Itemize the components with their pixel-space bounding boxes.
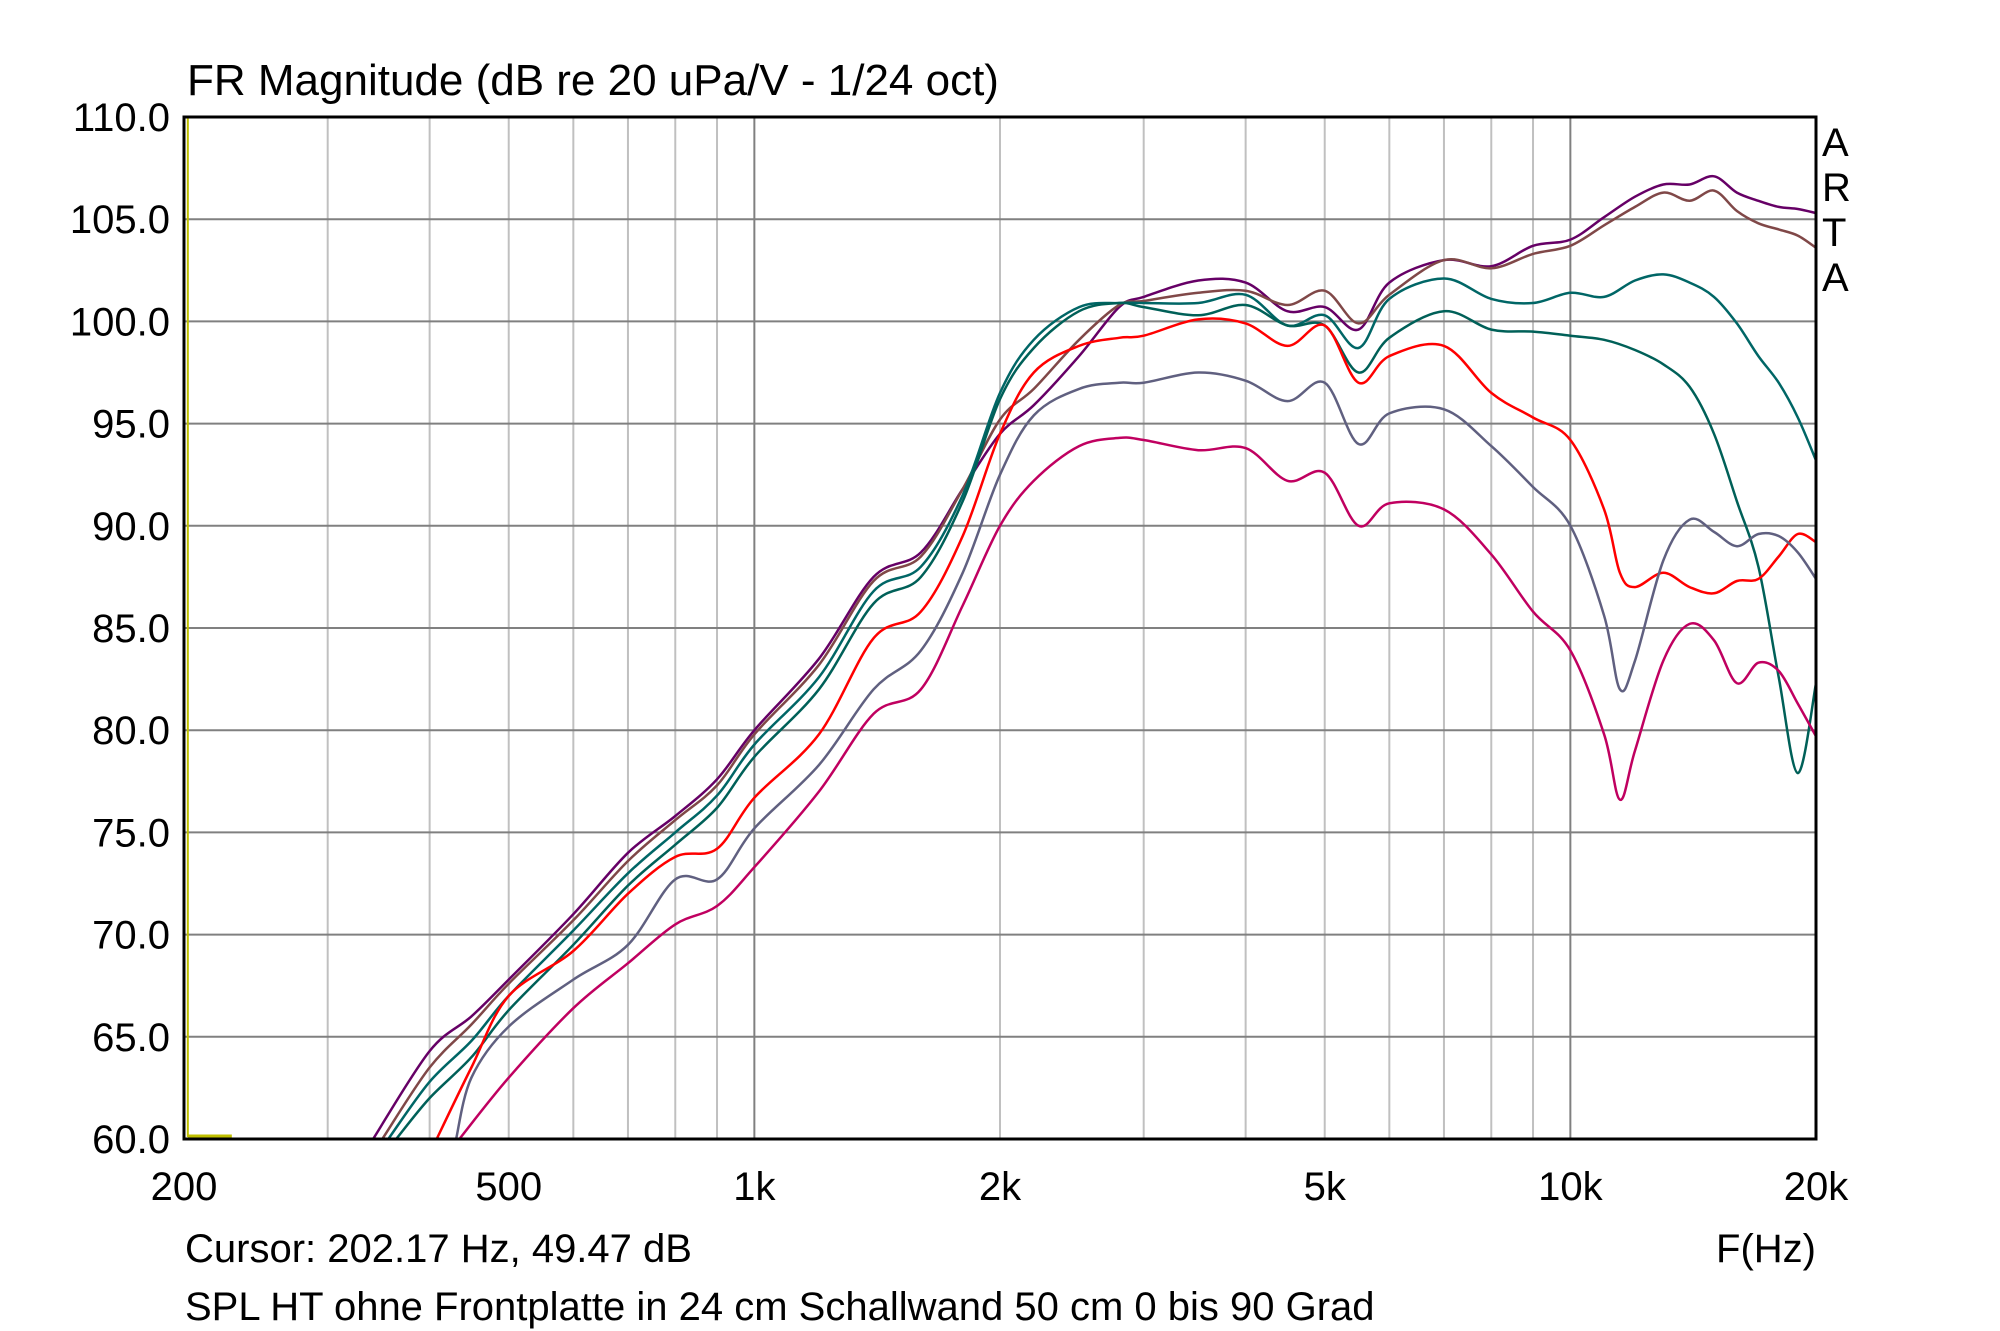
series-line-curve-2 — [381, 189, 1817, 1140]
x-tick-label: 10k — [1538, 1165, 1603, 1209]
y-tick-label: 75.0 — [92, 811, 170, 855]
y-tick-label: 105.0 — [70, 198, 170, 242]
arta-watermark: A R T A — [1822, 121, 1851, 300]
cursor-readout: Cursor: 202.17 Hz, 49.47 dB — [185, 1227, 692, 1271]
cursor-marker — [186, 117, 232, 1138]
y-tick-label: 60.0 — [92, 1118, 170, 1162]
y-tick-label: 70.0 — [92, 914, 170, 958]
x-tick-label: 500 — [475, 1165, 542, 1209]
series-line-curve-1 — [372, 174, 1817, 1140]
series-line-curve-4 — [395, 301, 1818, 1140]
series-line-curve-3 — [387, 273, 1818, 1140]
y-tick-label: 100.0 — [70, 300, 170, 344]
chart-title: FR Magnitude (dB re 20 uPa/V - 1/24 oct) — [187, 56, 999, 105]
series-line-curve-5 — [435, 317, 1817, 1140]
y-tick-label: 80.0 — [92, 709, 170, 753]
grid — [184, 117, 1816, 1139]
y-tick-label: 65.0 — [92, 1016, 170, 1060]
x-axis-label: F(Hz) — [1716, 1227, 1816, 1271]
curves — [372, 174, 1818, 1140]
watermark-letter: T — [1822, 211, 1846, 255]
y-tick-label: 110.0 — [73, 96, 170, 140]
x-tick-label: 5k — [1304, 1165, 1347, 1209]
series-line-curve-6 — [454, 371, 1818, 1140]
series-line-curve-7 — [458, 436, 1818, 1140]
y-tick-label: 85.0 — [92, 607, 170, 651]
watermark-letter: A — [1822, 121, 1849, 165]
x-tick-labels: 200 500 1k 2k 5k 10k 20k — [151, 1165, 1850, 1209]
y-tick-label: 95.0 — [92, 403, 170, 447]
x-tick-label: 200 — [151, 1165, 218, 1209]
chart-caption: SPL HT ohne Frontplatte in 24 cm Schallw… — [185, 1285, 1375, 1329]
watermark-letter: R — [1822, 166, 1851, 210]
y-tick-labels: 110.0 105.0 100.0 95.0 90.0 85.0 80.0 75.0 70.0 6… — [70, 96, 170, 1162]
y-tick-label: 90.0 — [92, 505, 170, 549]
plot-frame — [182, 115, 1818, 1141]
x-tick-label: 1k — [733, 1165, 776, 1209]
x-tick-label: 20k — [1784, 1165, 1849, 1209]
x-tick-label: 2k — [979, 1165, 1022, 1209]
watermark-letter: A — [1822, 256, 1849, 300]
